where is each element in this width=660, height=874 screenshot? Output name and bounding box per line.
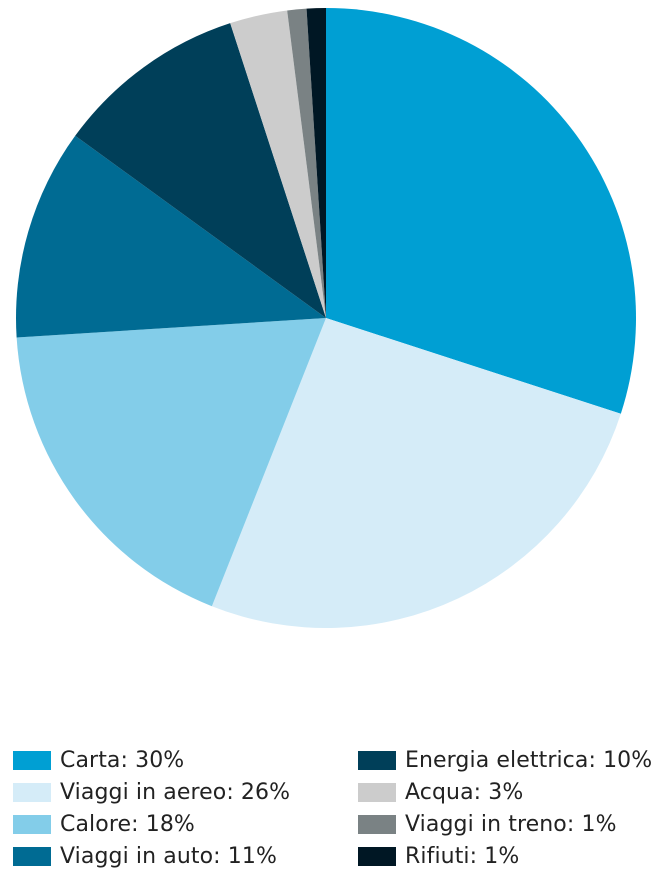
legend-swatch bbox=[13, 782, 51, 802]
legend-label: Rifiuti: 1% bbox=[405, 843, 520, 869]
legend-item-viaggi-in-auto: Viaggi in auto: 11% bbox=[13, 840, 290, 872]
legend-label: Energia elettrica: 10% bbox=[405, 747, 653, 773]
legend-swatch bbox=[358, 846, 396, 866]
legend-label: Viaggi in auto: 11% bbox=[60, 843, 277, 869]
legend-label: Calore: 18% bbox=[60, 811, 195, 837]
legend-item-acqua: Acqua: 3% bbox=[358, 776, 652, 808]
pie-slice-viaggi-in-aereo bbox=[211, 318, 621, 629]
legend-label: Viaggi in aereo: 26% bbox=[60, 779, 291, 805]
pie-slice-viaggi-in-treno bbox=[287, 8, 326, 319]
legend-item-viaggi-in-aereo: Viaggi in aereo: 26% bbox=[13, 776, 290, 808]
legend: Carta: 30% Viaggi in aereo: 26% Calore: … bbox=[0, 744, 660, 874]
legend-item-carta: Carta: 30% bbox=[13, 744, 290, 776]
pie-slice-energia-elettrica bbox=[75, 23, 326, 318]
legend-item-viaggi-in-treno: Viaggi in treno: 1% bbox=[358, 808, 652, 840]
pie-slice-rifiuti bbox=[306, 7, 326, 318]
pie-slice-acqua bbox=[230, 10, 326, 318]
legend-item-energia-elettrica: Energia elettrica: 10% bbox=[358, 744, 652, 776]
legend-label: Viaggi in treno: 1% bbox=[405, 811, 617, 837]
pie-chart bbox=[15, 7, 637, 629]
pie-slice-viaggi-in-auto bbox=[15, 135, 327, 338]
legend-swatch bbox=[13, 750, 51, 770]
legend-item-rifiuti: Rifiuti: 1% bbox=[358, 840, 652, 872]
legend-column-left: Carta: 30% Viaggi in aereo: 26% Calore: … bbox=[13, 744, 290, 872]
legend-column-right: Energia elettrica: 10% Acqua: 3% Viaggi … bbox=[358, 744, 652, 872]
legend-swatch bbox=[358, 814, 396, 834]
legend-label: Carta: 30% bbox=[60, 747, 185, 773]
legend-swatch bbox=[13, 846, 51, 866]
legend-item-calore: Calore: 18% bbox=[13, 808, 290, 840]
pie-slice-calore bbox=[16, 318, 327, 607]
pie-slice-carta bbox=[326, 7, 637, 414]
legend-label: Acqua: 3% bbox=[405, 779, 524, 805]
legend-swatch bbox=[358, 782, 396, 802]
legend-swatch bbox=[13, 814, 51, 834]
legend-swatch bbox=[358, 750, 396, 770]
